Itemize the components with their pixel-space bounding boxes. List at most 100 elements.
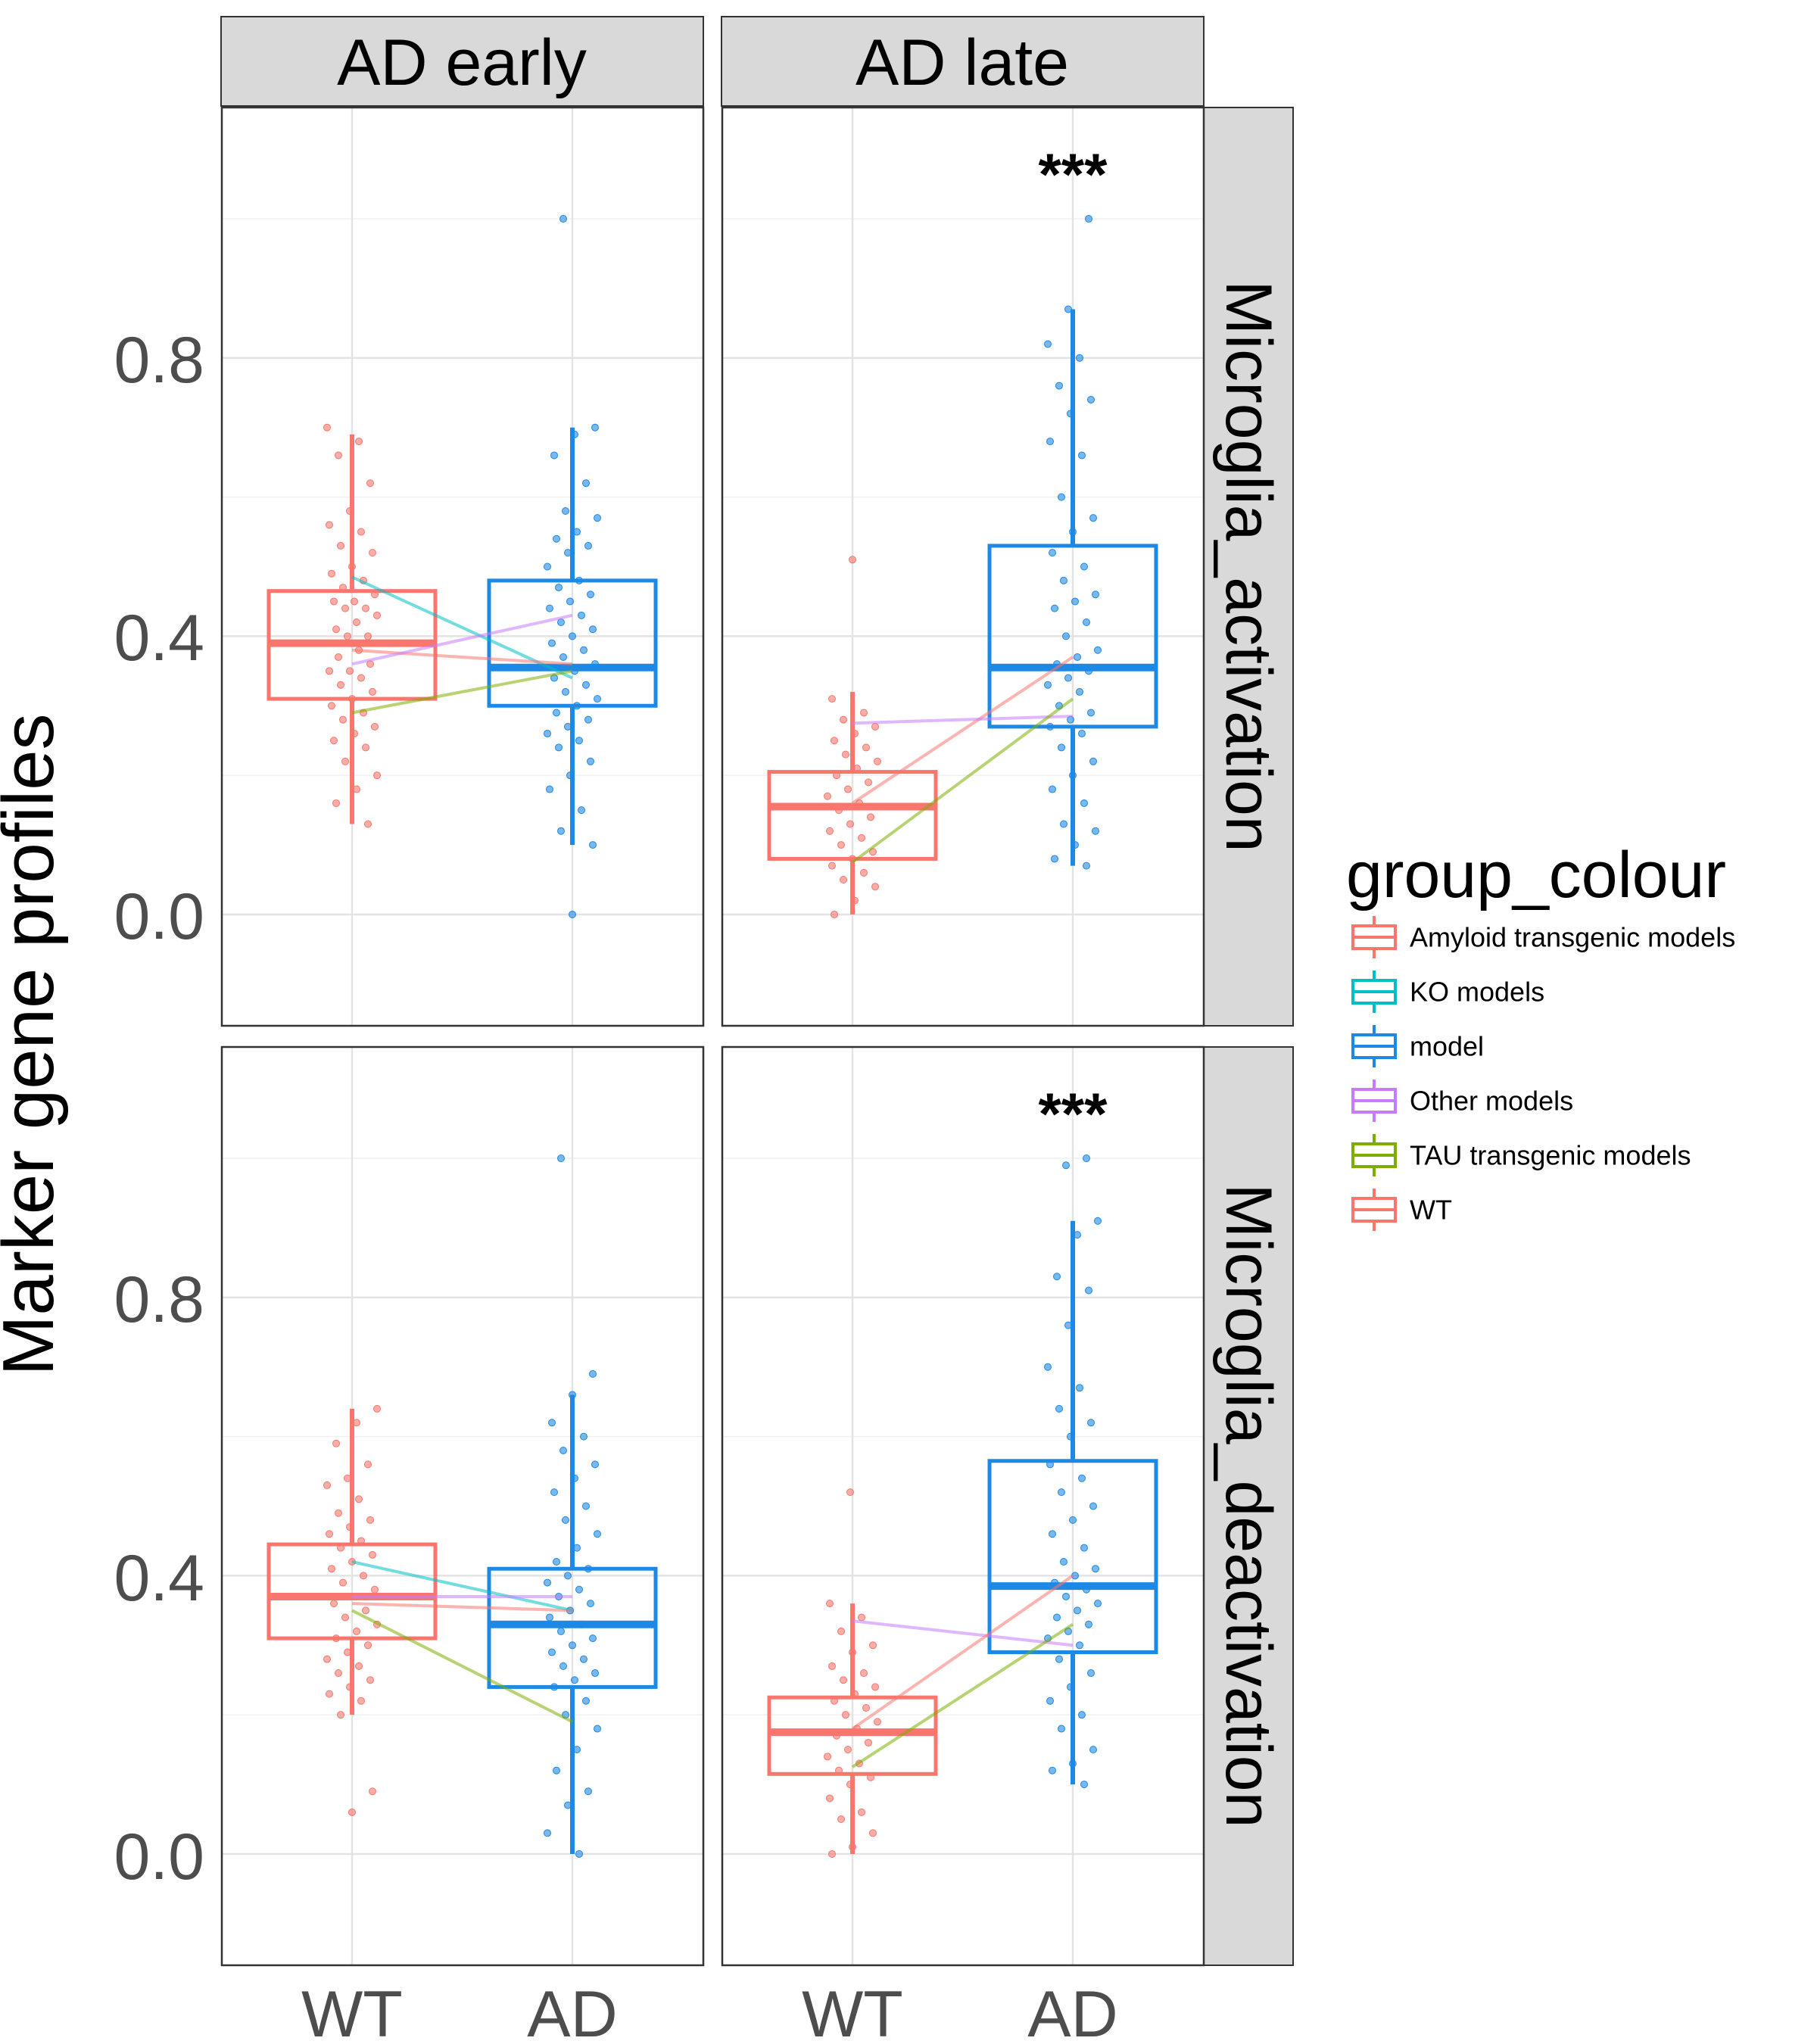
data-point (1046, 722, 1054, 731)
trend-line (851, 1574, 1074, 1731)
data-point (571, 1676, 578, 1684)
data-point (846, 1781, 854, 1789)
data-point (851, 730, 859, 738)
data-point (1069, 1516, 1077, 1524)
data-point (1064, 674, 1072, 682)
data-point (369, 687, 376, 696)
data-point (1060, 820, 1067, 828)
data-point (328, 569, 335, 578)
data-point (373, 1404, 381, 1413)
data-point (849, 1843, 856, 1851)
data-point (1092, 827, 1099, 835)
data-point (564, 722, 572, 731)
data-point (580, 1432, 587, 1441)
data-point (1087, 1419, 1095, 1427)
data-point (1087, 1669, 1095, 1678)
y-axis-title: Marker gene profiles (0, 713, 69, 1376)
data-point (851, 1690, 859, 1698)
data-point (348, 1808, 356, 1816)
data-point (846, 1488, 854, 1497)
data-point (1055, 1404, 1063, 1413)
data-point (1058, 1488, 1065, 1497)
data-point (1051, 604, 1058, 612)
data-point (357, 1537, 365, 1545)
data-point (871, 883, 879, 891)
data-point (562, 1516, 569, 1524)
data-point (562, 506, 569, 515)
box-ad (987, 1459, 1158, 1654)
data-point (582, 1697, 590, 1705)
data-point (564, 549, 572, 557)
y-tick-label: 0.8 (114, 324, 204, 397)
data-point (584, 715, 592, 724)
data-point (1049, 1530, 1056, 1538)
data-point (323, 639, 331, 647)
data-point (837, 1627, 845, 1635)
significance-label: *** (1038, 1080, 1108, 1147)
data-point (1094, 1217, 1102, 1225)
data-point (584, 541, 592, 550)
x-tick-label: WT (802, 1978, 903, 2044)
data-point (844, 785, 852, 793)
data-point (339, 715, 347, 724)
data-point (860, 1669, 868, 1678)
data-point (849, 556, 856, 564)
strip-col-early (220, 16, 704, 107)
data-point (594, 1530, 601, 1538)
data-point (332, 1634, 340, 1643)
data-point (571, 1474, 578, 1482)
legend-label: TAU transgenic models (1410, 1140, 1691, 1171)
data-point (860, 709, 868, 717)
data-point (1049, 1766, 1056, 1774)
data-point (1046, 1460, 1054, 1469)
data-point (564, 1801, 572, 1809)
data-point (330, 1600, 338, 1608)
data-point (332, 799, 340, 807)
data-point (862, 743, 870, 752)
data-point (1085, 667, 1092, 675)
data-point (591, 660, 599, 668)
data-point (871, 722, 879, 731)
strip-row-activation-label: Microglia_activation (1212, 280, 1285, 852)
data-point (840, 876, 847, 884)
data-point (332, 625, 340, 634)
data-point (355, 1662, 363, 1670)
data-point (1085, 215, 1092, 223)
data-point (867, 813, 874, 821)
data-point (582, 1502, 590, 1510)
data-point (326, 521, 333, 529)
data-point (546, 1613, 553, 1622)
data-point (573, 528, 581, 536)
data-point (337, 541, 344, 550)
data-point (569, 1391, 576, 1399)
strip-col-early-label: AD early (337, 26, 587, 99)
panel-border (721, 1045, 1205, 1967)
panel-early-activation (220, 106, 705, 1027)
data-point (553, 709, 560, 717)
data-point (566, 597, 574, 606)
data-point (364, 632, 372, 640)
data-point (1089, 1746, 1097, 1754)
data-point (1076, 1641, 1083, 1650)
y-tick-label: 0.4 (114, 602, 204, 675)
trend-line (852, 1619, 1074, 1647)
data-point (1078, 1474, 1086, 1482)
data-point (842, 750, 849, 759)
data-point (1055, 382, 1063, 390)
data-point (826, 1600, 834, 1608)
data-point (357, 674, 365, 682)
data-point (355, 438, 363, 446)
data-point (573, 702, 581, 710)
data-point (1078, 451, 1086, 460)
data-point (584, 1787, 592, 1796)
data-point (831, 1697, 838, 1705)
data-point (582, 681, 590, 689)
data-point (1087, 709, 1095, 717)
data-point (339, 1578, 347, 1587)
panel-late-deactivation: *** (721, 1045, 1205, 1967)
data-point (1044, 1363, 1052, 1371)
data-point (1083, 1585, 1090, 1594)
data-point (569, 632, 576, 640)
data-point (335, 1669, 342, 1678)
